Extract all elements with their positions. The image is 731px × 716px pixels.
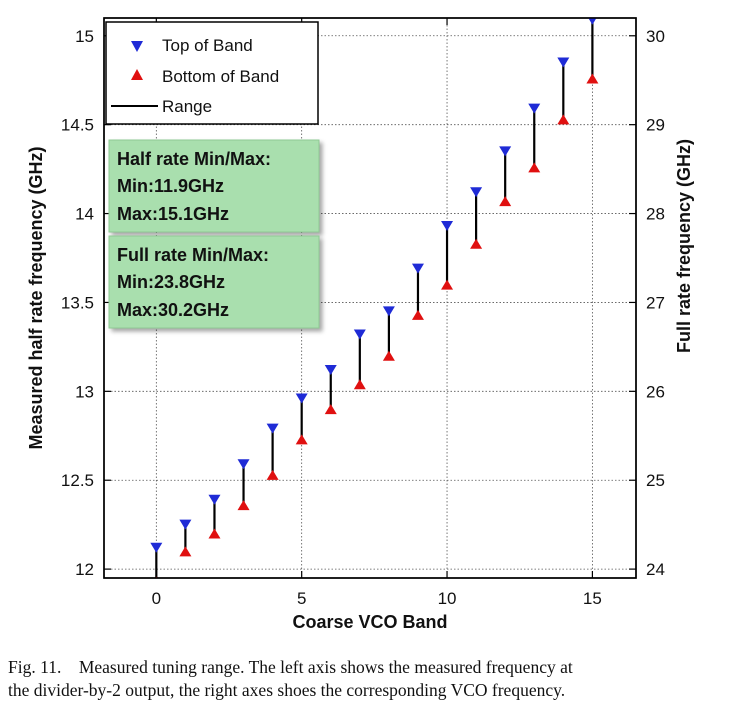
- y-tick-label: 14: [75, 205, 94, 224]
- bottom-of-band-point: [528, 162, 541, 173]
- y2-tick-label: 29: [646, 116, 665, 135]
- y2-tick-label: 30: [646, 27, 665, 46]
- x-tick-label: 0: [152, 589, 161, 608]
- bottom-of-band-point: [208, 528, 221, 539]
- marker-series: [150, 18, 599, 578]
- bottom-of-band-point: [499, 196, 512, 207]
- bottom-of-band-point: [441, 279, 454, 290]
- top-of-band-point: [353, 329, 366, 340]
- full-rate-min: Min:23.8GHz: [117, 272, 225, 292]
- bottom-of-band-point: [266, 469, 279, 480]
- x-axis-title: Coarse VCO Band: [292, 612, 447, 632]
- legend-top-marker: [131, 41, 143, 52]
- legend-range-label: Range: [162, 97, 212, 116]
- top-of-band-point: [208, 494, 221, 505]
- y2-tick-label: 26: [646, 382, 665, 401]
- y-axis-title: Measured half rate frequency (GHz): [26, 146, 46, 449]
- half-rate-annotation: Half rate Min/Max: Min:11.9GHz Max:15.1G…: [108, 139, 320, 233]
- caption-line-2: the divider-by-2 output, the right axes …: [8, 680, 566, 700]
- full-rate-box: [108, 235, 320, 329]
- y2-tick-label: 28: [646, 205, 665, 224]
- figure-caption: Fig. 11. Measured tuning range. The left…: [8, 656, 728, 702]
- half-rate-heading: Half rate Min/Max:: [117, 149, 271, 169]
- top-of-band-point: [266, 423, 279, 434]
- plot-border: [103, 17, 637, 579]
- top-of-band-point: [237, 459, 250, 470]
- range-series: [155, 19, 594, 578]
- caption-label: Fig. 11.: [8, 657, 62, 677]
- top-of-band-point: [499, 146, 512, 157]
- bottom-of-band-point: [324, 404, 337, 415]
- y-tick-label: 14.5: [61, 116, 94, 135]
- y2-tick-label: 25: [646, 471, 665, 490]
- top-of-band-point: [470, 187, 483, 198]
- x-tick-label: 5: [297, 589, 306, 608]
- bottom-of-band-point: [557, 114, 570, 125]
- bottom-of-band-point: [586, 73, 599, 84]
- top-of-band-point: [588, 18, 597, 25]
- top-of-band-point: [382, 306, 395, 317]
- full-rate-max: Max:30.2GHz: [117, 300, 229, 320]
- bottom-of-band-point: [382, 350, 395, 361]
- top-of-band-point: [411, 263, 424, 274]
- full-rate-annotation: Full rate Min/Max: Min:23.8GHz Max:30.2G…: [108, 235, 320, 329]
- bottom-of-band-point: [295, 434, 308, 445]
- half-rate-min: Min:11.9GHz: [117, 176, 224, 196]
- half-rate-max: Max:15.1GHz: [117, 204, 229, 224]
- y2-tick-label: 24: [646, 560, 665, 579]
- y-tick-label: 12: [75, 560, 94, 579]
- y2-tick-label: 27: [646, 293, 665, 312]
- legend: Top of Band Bottom of Band Range: [105, 21, 319, 125]
- bottom-of-band-point: [353, 379, 366, 390]
- y-tick-label: 15: [75, 27, 94, 46]
- x-tick-label: 10: [438, 589, 457, 608]
- top-of-band-point: [557, 57, 570, 68]
- y2-axis-title: Full rate frequency (GHz): [674, 139, 694, 353]
- top-of-band-point: [324, 365, 337, 375]
- full-rate-heading: Full rate Min/Max:: [117, 245, 269, 265]
- caption-text-1: Measured tuning range. The left axis sho…: [78, 657, 573, 677]
- bottom-of-band-point: [179, 546, 192, 557]
- tuning-range-chart: Coarse VCO Band Measured half rate frequ…: [26, 17, 694, 632]
- top-of-band-point: [441, 221, 454, 231]
- x-tick-label: 15: [583, 589, 602, 608]
- y-tick-label: 13: [75, 382, 94, 401]
- top-of-band-point: [295, 393, 308, 404]
- y-tick-label: 13.5: [61, 293, 94, 312]
- y-tick-label: 12.5: [61, 471, 94, 490]
- bottom-of-band-point: [411, 309, 424, 320]
- bottom-of-band-point: [237, 500, 250, 511]
- legend-bottom-marker: [131, 69, 143, 80]
- half-rate-box: [108, 139, 320, 233]
- legend-bottom-label: Bottom of Band: [162, 67, 279, 86]
- legend-top-label: Top of Band: [162, 36, 253, 55]
- top-of-band-point: [150, 542, 163, 553]
- top-of-band-point: [528, 103, 541, 114]
- top-of-band-point: [179, 519, 192, 530]
- caption-line-1: Fig. 11. Measured tuning range. The left…: [8, 656, 728, 679]
- bottom-of-band-point: [470, 238, 483, 249]
